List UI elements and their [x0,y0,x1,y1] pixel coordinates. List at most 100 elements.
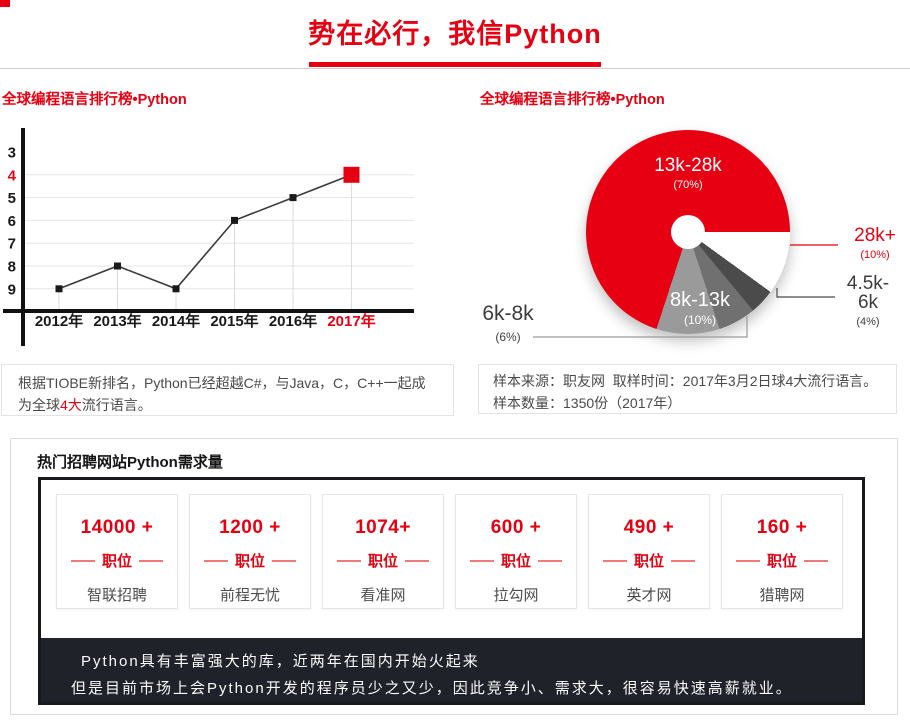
job-site-name: 英才网 [626,587,672,604]
callout-6k-8k [533,316,748,338]
pie-label-pct: (10%) [860,249,890,261]
dash-left [602,559,627,562]
summary-line-2: 但是目前市场上会Python开发的程序员少之又少，因此竞争小、需求大，很容易快速… [71,680,793,697]
pie-chart-title: 全球编程语言排行榜•Python [480,92,665,108]
pie-label-4-5k-6k: 4.5k-6k (4%) [837,274,899,328]
job-unit-divider: 职位 [602,550,695,571]
pie-label-text: 28k+ [854,225,896,246]
data-point [289,194,297,202]
title-underline [309,62,601,67]
job-count: 1200 + [219,517,281,538]
dash-right [671,559,695,562]
pie-label-pct: (10%) [683,313,716,327]
job-card-lagou: 600 + 职位 拉勾网 [455,494,577,609]
y-tick-label: 4 [8,167,17,184]
dash-left [336,559,361,562]
page-title: 势在必行，我信Python [308,19,602,49]
sample-source-line: 样本来源：职友网 取样时间：2017年3月2日球4大流行语言。 [493,373,878,389]
x-tick-label: 2015年 [210,312,258,330]
job-card-51job: 1200 + 职位 前程无忧 [189,494,311,609]
job-site-name: 看准网 [360,587,406,604]
y-tick-label: 7 [8,236,16,253]
salary-pie-chart: 13k-28k (70%) 28k+ (10%) 4.5k-6k (4%) 6k… [460,114,910,359]
ranking-line [58,174,352,290]
ranking-line-chart: 3 4 5 6 7 8 9 2012年 2013年 2014年 2015年 2016年 2017年 [3,128,414,346]
pie-label-pct: (4%) [856,316,880,328]
pie-label-text: 6k-8k [482,302,534,325]
sample-note-box: 样本来源：职友网 取样时间：2017年3月2日球4大流行语言。 样本数量：135… [478,364,897,414]
y-tick-label: 5 [8,190,16,207]
pie-label-pct: (6%) [495,330,521,344]
pie-label-text: 8k-13k [669,289,731,311]
x-tick-label: 2012年 [35,312,83,330]
pie-label-28k-plus: 28k+ (10%) [850,226,900,261]
note-text-part1: 根据TIOBE新排名，Python已经超越C#，与Java，C，C++一起成为全… [18,375,426,414]
corner-mark [0,0,10,7]
note-text-part2: 流行语言。 [81,397,152,414]
dash-left [203,559,228,562]
job-count: 14000 + [80,517,154,538]
x-tick-label: 2017年 [327,312,375,330]
y-tick-label: 8 [8,259,16,276]
job-card-kanzhun: 1074+ 职位 看准网 [322,494,444,609]
pie-label-13k-28k: 13k-28k (70%) [608,156,768,191]
dash-right [139,559,163,562]
job-count: 600 + [490,517,542,538]
dash-left [70,559,95,562]
dash-right [272,559,296,562]
data-point-highlight [343,166,360,183]
job-unit-label: 职位 [367,553,398,570]
dash-right [804,559,828,562]
pie-center-hole [671,215,705,249]
job-unit-label: 职位 [234,553,265,570]
header-divider [0,68,910,69]
job-unit-label: 职位 [101,553,132,570]
job-unit-label: 职位 [500,553,531,570]
jobs-summary-banner: Python具有丰富强大的库，近两年在国内开始火起来 但是目前市场上会Pytho… [41,638,862,702]
job-site-name: 前程无忧 [219,587,280,604]
pie-label-8k-13k: 8k-13k (10%) [658,290,742,326]
job-unit-divider: 职位 [70,550,163,571]
data-point [55,285,63,293]
job-count: 160 + [756,517,808,538]
pie-callout-lines [533,244,838,338]
job-site-name: 拉勾网 [493,587,539,604]
dash-right [538,559,562,562]
pie-label-text: 4.5k-6k [846,273,890,313]
job-cards-row: 14000 + 职位 智联招聘 1200 + 职位 前程无忧 1074+ 职位 … [41,480,862,638]
x-tick-label: 2014年 [152,312,200,330]
pie-label-6k-8k: 6k-8k (6%) [474,303,542,343]
callout-4-5k-6k [776,288,835,298]
jobs-section-title: 热门招聘网站Python需求量 [37,454,223,471]
job-card-liepin: 160 + 职位 猎聘网 [721,494,843,609]
y-tick-label: 3 [8,145,16,162]
job-unit-divider: 职位 [735,550,828,571]
data-point [172,285,180,293]
job-count: 1074+ [355,517,411,538]
x-tick-label: 2013年 [93,312,141,330]
y-tick-label: 9 [8,281,16,298]
dash-left [469,559,494,562]
dash-right [405,559,429,562]
line-chart-title: 全球编程语言排行榜•Python [2,92,187,108]
job-unit-label: 职位 [633,553,664,570]
y-tick-label: 6 [8,213,16,230]
jobs-panel: 14000 + 职位 智联招聘 1200 + 职位 前程无忧 1074+ 职位 … [38,477,865,705]
job-unit-divider: 职位 [469,550,562,571]
sample-count-line: 样本数量：1350份（2017年） [493,395,682,412]
tiobe-note-box: 根据TIOBE新排名，Python已经超越C#，与Java，C，C++一起成为全… [1,364,454,416]
job-count: 490 + [623,517,675,538]
note-text-highlight: 4大 [60,397,82,414]
x-tick-label: 2016年 [269,312,317,330]
dash-left [735,559,760,562]
pie-label-pct: (70%) [673,179,703,191]
job-unit-divider: 职位 [336,550,429,571]
jobs-section: 热门招聘网站Python需求量 14000 + 职位 智联招聘 1200 + 职… [10,438,898,715]
job-site-name: 猎聘网 [759,587,805,604]
job-card-yingcai: 490 + 职位 英才网 [588,494,710,609]
data-point [114,262,121,270]
tiobe-note-text: 根据TIOBE新排名，Python已经超越C#，与Java，C，C++一起成为全… [18,372,437,417]
summary-line-1: Python具有丰富强大的库，近两年在国内开始火起来 [81,653,480,670]
job-card-zhilian: 14000 + 职位 智联招聘 [56,494,178,609]
